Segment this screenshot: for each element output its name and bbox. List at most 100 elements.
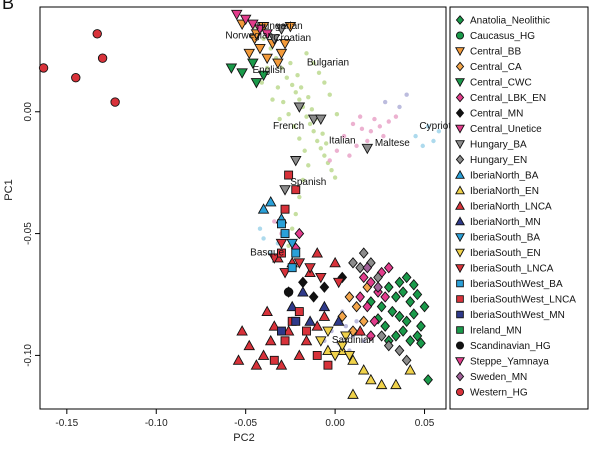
panel-letter: B [2,0,14,13]
x-axis-title: PC2 [233,432,254,444]
point-anatolia-neolithic [398,286,408,298]
point-iberiasouthwest-lnca [323,360,333,370]
legend-marker-steppe-yamnaya [455,357,465,367]
point-scandinavian-hg [283,287,294,297]
legend: Anatolia_Neolithic Caucasus_HG Central_BB C… [455,15,576,399]
point-iberiasouth-lnca [279,268,291,279]
y-axis-title: PC1 [3,179,15,200]
legend-label-ireland-mn: Ireland_MN [470,326,522,337]
background-point [322,153,327,158]
background-point [386,119,391,124]
x-tick-label: -0.05 [234,418,257,429]
point-western-hg [110,97,120,107]
legend-label-iberianorth-lnca: IberiaNorth_LNCA [470,202,552,213]
background-point [297,136,302,141]
point-iberiasouthwest-lnca [269,355,279,365]
point-iberiasouthwest-lnca [312,350,322,360]
point-anatolia-neolithic [376,300,387,313]
background-point [293,90,298,95]
point-iberianorth-lnca [268,320,281,331]
point-anatolia-neolithic [387,305,398,318]
point-anatolia-neolithic [394,276,405,289]
point-iberiasouth-lnca [293,258,306,269]
background-point [304,114,309,119]
legend-label-caucasus-hg: Caucasus_HG [470,31,535,42]
legend-marker-iberiasouthwest-lnca [456,295,464,303]
point-iberiasouthwest-mn [291,316,301,326]
background-point [365,138,370,144]
point-iberiasouthwest-lnca [277,248,286,258]
point-iberianorth-lnca [236,325,248,336]
point-central-lbk-en [362,300,373,313]
background-point [270,97,275,102]
background-point [288,60,293,66]
background-point [297,97,302,102]
point-central-bb [279,39,291,50]
point-anatolia-neolithic [423,374,433,386]
legend-label-iberiasouth-ba: IberiaSouth_BA [470,233,540,244]
background-point [309,107,315,112]
background-point [291,124,297,129]
point-central-mn [308,291,319,303]
background-point [293,211,298,217]
point-western-hg [71,72,81,83]
background-point [307,121,313,127]
background-point [289,82,295,88]
point-iberianorth-lnca [318,310,331,321]
point-central-ca [348,325,358,337]
point-iberianorth-lnca [275,359,288,370]
background-point [306,163,311,168]
point-iberianorth-mn [286,300,298,312]
background-point [320,131,325,136]
background-point [272,219,277,224]
legend-label-iberiasouth-lnca: IberiaSouth_LNCA [470,264,554,275]
point-iberiasouth-lnca [332,277,345,289]
legend-marker-hungary-ba [455,140,465,150]
legend-label-sweden-mn: Sweden_MN [470,372,527,383]
point-central-lbk-en [369,315,380,327]
legend-label-central-unetice: Central_Unetice [470,124,542,135]
point-iberianorth-en [390,378,402,390]
background-point [341,133,347,139]
point-iberianorth-en [365,373,377,385]
point-iberianorth-ba [257,203,270,214]
background-point [382,99,388,105]
point-iberianorth-lnca [311,247,323,258]
annotation-maltese: Maltese [375,138,410,149]
background-point [315,138,320,144]
background-point [327,92,332,97]
point-iberiasouth-lnca [315,272,327,284]
point-iberiasouth-en [322,326,334,337]
background-point [329,168,334,173]
point-central-lbk-en [383,261,394,274]
background-point [343,323,349,329]
background-point [311,60,316,66]
point-iberianorth-en [404,364,416,375]
background-point [327,158,332,163]
legend-marker-ireland-mn [456,326,464,334]
point-hungary-ba [289,156,302,167]
point-western-hg [97,53,108,63]
point-central-bb [284,22,297,33]
legend-marker-scandinavian-hg [455,341,465,350]
background-point [357,114,363,119]
legend-marker-sweden-mn [455,371,465,382]
data-markers [38,9,433,399]
point-hungary-en [383,339,394,352]
point-iberiasouthwest-ba [277,219,286,229]
x-tick-label: 0.05 [415,418,435,429]
background-point [381,133,386,139]
legend-label-central-ca: Central_CA [470,62,522,73]
legend-marker-central-cwc [455,78,465,88]
background-point [322,80,327,85]
point-iberiasouth-en [315,336,327,347]
point-iberiasouth-lnca [268,253,281,264]
point-iberiasouthwest-lnca [284,170,294,180]
legend-marker-iberiasouth-lnca [455,264,465,274]
annotation-cypriot: Cypriot [419,121,451,132]
background-point [372,116,377,122]
legend-label-iberiasouthwest-lnca: IberiaSouthWest_LNCA [470,295,576,306]
point-iberiasouthwest-lnca [280,336,290,346]
annotation-french: French [273,121,304,132]
point-anatolia-neolithic [408,279,419,291]
